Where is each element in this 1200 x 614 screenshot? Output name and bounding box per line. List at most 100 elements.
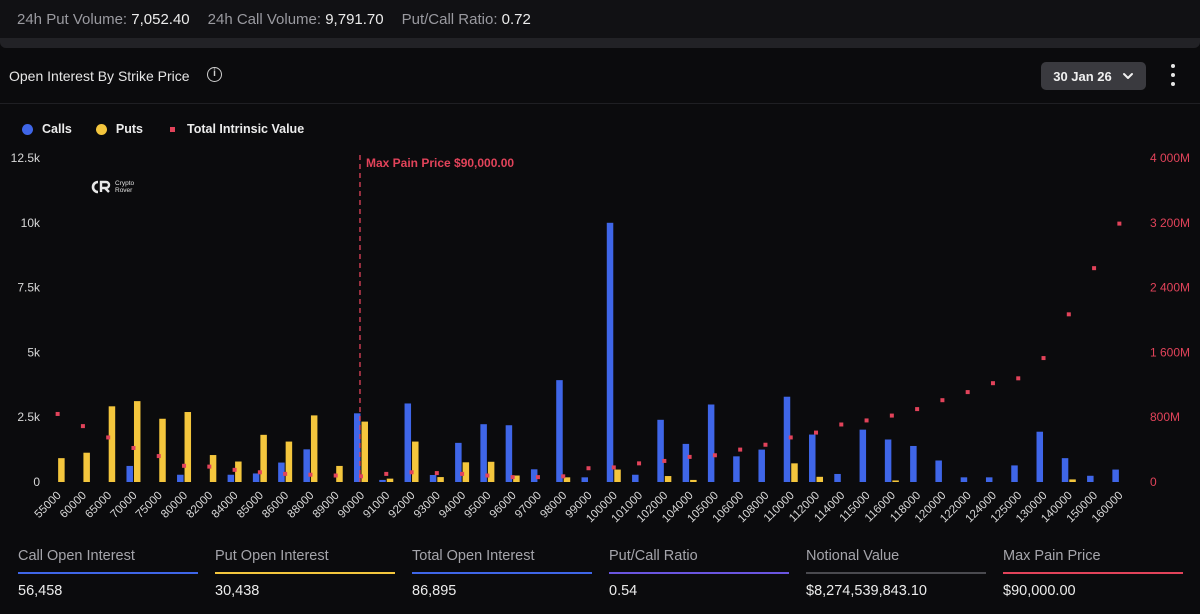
calls-bar bbox=[530, 469, 538, 482]
calls-bar bbox=[1112, 469, 1119, 482]
legend-calls[interactable]: Calls bbox=[22, 122, 72, 136]
intrinsic-value-point bbox=[738, 447, 743, 452]
puts-bar bbox=[285, 441, 293, 482]
calls-bar bbox=[707, 404, 715, 482]
legend-calls-label: Calls bbox=[42, 122, 72, 136]
intrinsic-value-point bbox=[586, 466, 591, 471]
puts-bar bbox=[487, 461, 495, 482]
put-volume-value: 7,052.40 bbox=[131, 10, 190, 28]
intrinsic-value-point bbox=[207, 464, 212, 469]
intrinsic-value-point bbox=[1016, 376, 1021, 381]
intrinsic-value-point bbox=[839, 422, 844, 427]
stats-row: Call Open Interest 56,458 Put Open Interes… bbox=[0, 540, 1200, 614]
info-icon[interactable]: i bbox=[207, 67, 222, 82]
max-pain-label: Max Pain Price $90,000.00 bbox=[366, 156, 514, 170]
intrinsic-value-point bbox=[460, 471, 465, 476]
puts-bar bbox=[412, 441, 419, 482]
x-tick-label: 84000 bbox=[210, 490, 241, 521]
y-right-tick-label: 0 bbox=[1150, 475, 1157, 489]
legend-puts-label: Puts bbox=[115, 122, 143, 136]
logo-line-1: Crypto bbox=[115, 180, 135, 187]
x-tick-label: 82000 bbox=[184, 490, 215, 521]
calls-bar bbox=[809, 434, 816, 482]
chart-legend: Calls Puts Total Intrinsic Value bbox=[22, 122, 328, 136]
calls-bar bbox=[758, 449, 765, 482]
puts-bar bbox=[462, 462, 470, 482]
x-tick-label: 70000 bbox=[108, 490, 139, 521]
y-left-tick-label: 7.5k bbox=[17, 281, 41, 295]
intrinsic-value-point bbox=[763, 442, 768, 447]
intrinsic-value-point bbox=[485, 473, 490, 478]
y-left-tick-label: 12.5k bbox=[11, 151, 41, 165]
y-right-tick-label: 800M bbox=[1150, 410, 1180, 424]
stat-label: Put Open Interest bbox=[215, 548, 329, 564]
intrinsic-legend-marker bbox=[169, 126, 175, 132]
intrinsic-value-point bbox=[283, 471, 288, 476]
y-right-tick-label: 3 200M bbox=[1150, 216, 1190, 230]
puts-bar bbox=[892, 480, 899, 482]
y-right-tick-label: 1 600M bbox=[1150, 345, 1190, 359]
stat-value: 30,438 bbox=[215, 583, 260, 599]
x-tick-label: 95000 bbox=[462, 490, 493, 521]
calls-bar bbox=[581, 477, 588, 482]
intrinsic-value-point bbox=[561, 474, 566, 479]
puts-bar bbox=[209, 455, 217, 482]
volume-summary-bar: 24h Put Volume: 7,052.40 24h Call Volume… bbox=[0, 0, 1200, 38]
intrinsic-value-point bbox=[940, 398, 945, 403]
intrinsic-value-point bbox=[1066, 312, 1071, 317]
chart-card-header: Open Interest By Strike Price i 30 Jan 2… bbox=[0, 48, 1200, 104]
legend-puts[interactable]: Puts bbox=[95, 122, 143, 136]
intrinsic-value-point bbox=[232, 467, 237, 472]
calls-bar bbox=[480, 424, 487, 482]
intrinsic-value-point bbox=[788, 435, 793, 440]
intrinsic-value-point bbox=[990, 381, 995, 386]
x-tick-label: 89000 bbox=[311, 490, 342, 521]
intrinsic-value-point bbox=[1117, 221, 1122, 226]
x-tick-label: 91000 bbox=[361, 490, 392, 521]
x-tick-label: 90000 bbox=[336, 490, 367, 521]
puts-bar bbox=[386, 478, 394, 482]
calls-bar bbox=[606, 222, 614, 483]
open-interest-chart: 0 2.5k 5k 7.5k 10k 12.5k 0 800M 1 600M 2 400M 3 20… bbox=[11, 151, 1190, 525]
expiry-date-dropdown[interactable]: 30 Jan 26 bbox=[1041, 62, 1146, 90]
intrinsic-value-point bbox=[434, 471, 439, 476]
y-right-tick-label: 2 400M bbox=[1150, 281, 1190, 295]
puts-bar bbox=[184, 412, 192, 482]
puts-bar bbox=[310, 415, 318, 482]
stat-value: 86,895 bbox=[412, 583, 457, 599]
x-tick-label: 88000 bbox=[285, 490, 316, 521]
puts-bar bbox=[437, 477, 444, 482]
intrinsic-value-point bbox=[156, 454, 161, 459]
put-volume-label: 24h Put Volume: bbox=[17, 10, 128, 28]
stat-underline bbox=[18, 572, 198, 574]
chart-title: Open Interest By Strike Price bbox=[9, 68, 190, 84]
calls-bar bbox=[657, 419, 664, 482]
intrinsic-value-point bbox=[864, 418, 869, 423]
intrinsic-value-point bbox=[535, 475, 540, 480]
calls-bar bbox=[910, 445, 917, 482]
calls-bar bbox=[1061, 458, 1069, 482]
calls-bar bbox=[455, 442, 462, 482]
expiry-date-value: 30 Jan 26 bbox=[1053, 68, 1112, 84]
x-tick-label: 86000 bbox=[260, 490, 291, 521]
calls-bar bbox=[935, 460, 942, 482]
stat-underline bbox=[806, 572, 986, 574]
x-tick-label: 60000 bbox=[58, 490, 89, 521]
call-volume-label: 24h Call Volume: bbox=[207, 10, 322, 28]
calls-bar bbox=[834, 473, 841, 482]
calls-bar bbox=[632, 474, 639, 482]
stat-underline bbox=[215, 572, 395, 574]
puts-bar bbox=[513, 475, 520, 482]
call-volume-stat: 24h Call Volume: 9,791.70 bbox=[208, 11, 384, 28]
calls-bar bbox=[505, 425, 513, 482]
kebab-menu-icon[interactable] bbox=[1166, 64, 1180, 86]
intrinsic-value-point bbox=[1092, 266, 1097, 271]
logo-text: Crypto Rover bbox=[115, 180, 134, 194]
crypto-rover-logo-icon bbox=[91, 180, 111, 194]
intrinsic-value-point bbox=[510, 475, 515, 480]
intrinsic-value-point bbox=[55, 411, 60, 416]
intrinsic-value-point bbox=[1041, 356, 1046, 361]
puts-bar bbox=[260, 434, 267, 482]
legend-intrinsic[interactable]: Total Intrinsic Value bbox=[167, 122, 304, 136]
puts-bar bbox=[133, 401, 141, 482]
